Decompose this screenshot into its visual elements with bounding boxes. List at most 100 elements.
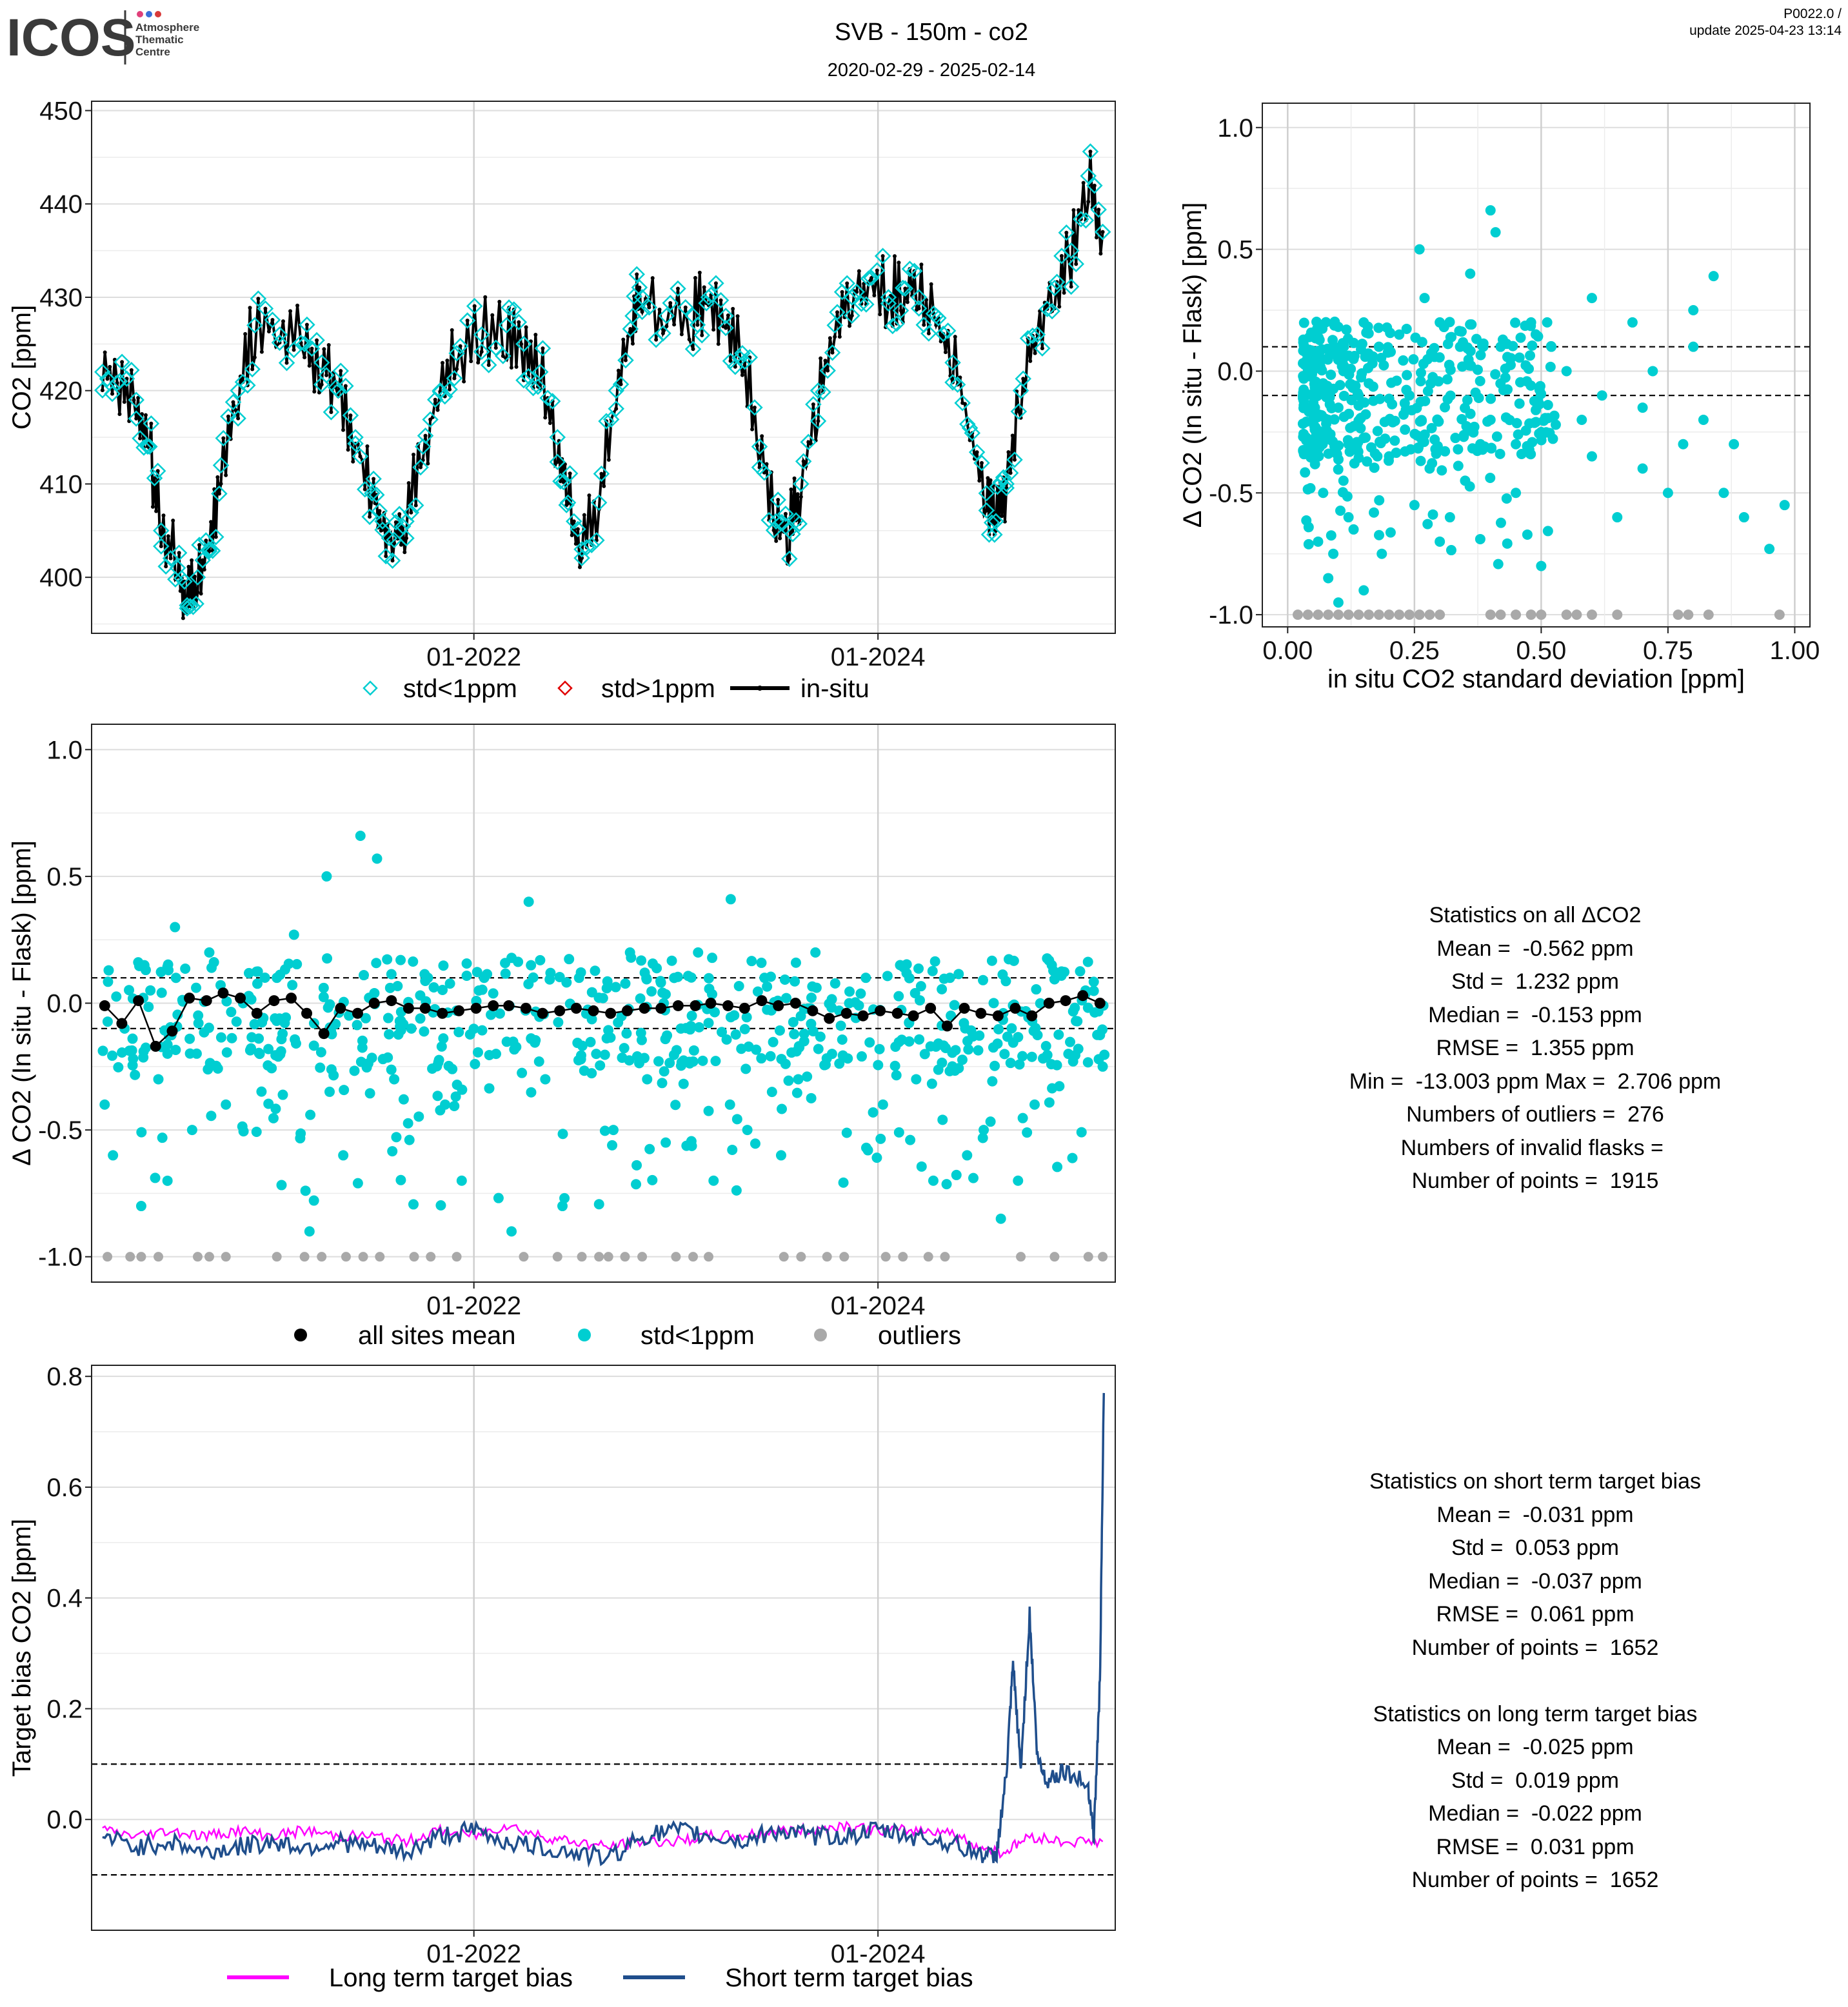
scatter-point [1307,390,1318,401]
scatter-point [1485,472,1496,483]
scatter-point [470,1058,481,1069]
stats-delta-panel: Statistics on all ΔCO2 Mean = -0.562 ppm… [1238,899,1832,1198]
scatter-point [933,1038,944,1049]
flask-marker [858,296,875,313]
flask-marker [895,279,911,297]
scatter-point [768,1036,779,1047]
outlier-point [136,1252,146,1262]
scatter-point [586,987,597,998]
mean-point [503,1000,515,1011]
insitu-point [711,328,716,332]
scatter-point [966,1025,977,1036]
insitu-point [138,436,143,440]
scatter-point [889,1060,900,1071]
insitu-point [787,557,791,561]
mean-point [554,1005,566,1016]
scatter-point [535,954,546,965]
insitu-point [533,333,538,337]
scatter-point [1355,423,1366,434]
stats-bias-panel: Statistics on short term target bias Mea… [1238,1465,1832,1897]
scatter-point [1088,976,1099,987]
scatter-point [891,1070,902,1081]
flask-marker [973,455,990,471]
insitu-point [795,492,800,497]
stats-bias-line: Statistics on short term target bias [1369,1469,1701,1494]
scatter-point [783,1075,794,1086]
scatter-point [1493,559,1504,569]
flask-marker [128,391,144,408]
scatter-point [1408,354,1419,365]
scatter-point [263,1043,274,1054]
flask-marker [961,419,979,437]
scatter-point [386,969,397,980]
insitu-point [654,337,659,342]
scatter-point [372,853,383,864]
flask-marker [968,444,986,460]
insitu-point [190,558,194,562]
scatter-point [1364,378,1375,389]
scatter-point [1301,515,1312,526]
insitu-point [878,312,882,317]
flask-marker [318,367,335,384]
scatter-point [180,963,191,974]
scatter-point [130,1069,141,1080]
insitu-point [713,281,718,286]
scatter-point [1400,404,1411,415]
scatter-point [1414,244,1425,255]
flask-marker [566,513,582,530]
scatter-point [561,977,572,988]
scatter-point [1323,573,1334,584]
flask-marker [791,515,808,532]
scatter-point [143,1002,154,1013]
mean-point [285,993,297,1004]
flask-marker [777,506,794,522]
scatter-point [882,971,893,982]
plot-border [91,1365,1116,1931]
scatter-point [603,1025,614,1036]
insitu-point [501,354,505,359]
scatter-point [1384,414,1395,425]
scatter-point [140,965,151,976]
flask-marker [805,396,822,413]
scatter-point [1389,435,1400,446]
scatter-point [1356,344,1367,355]
scatter-point [1453,444,1464,455]
insitu-point [577,565,582,569]
outlier-point [519,1252,529,1262]
scatter-point [251,1126,262,1137]
scatter-point [1516,449,1527,460]
flask-marker [473,326,490,343]
flask-marker [578,539,595,556]
insitu-point [252,355,257,360]
scatter-point [1426,422,1437,433]
insitu-point [735,314,740,319]
insitu-point [197,543,202,548]
scatter-point [256,1086,267,1097]
flask-marker [819,362,836,379]
insitu-point [132,398,136,402]
scatter-point [646,986,657,997]
flask-marker [670,280,686,297]
flask-marker [1010,403,1028,420]
scatter-point [398,1094,409,1105]
flask-marker [374,513,391,530]
flask-marker [964,424,981,442]
scatter-point [266,1063,277,1074]
mean-point [908,1010,919,1022]
legend-symbol-outliers [814,1329,827,1341]
scatter-point [494,1008,505,1019]
flask-marker [384,552,401,569]
insitu-point [1059,253,1064,258]
flask-marker [114,353,130,370]
scatter-point [919,1049,930,1060]
scatter-point [254,1049,265,1060]
insitu-point [872,293,877,297]
scatter-point [631,1160,642,1171]
outlier-point [704,1252,714,1262]
insitu-point [317,390,321,395]
scatter-point [559,1192,570,1203]
flask-marker [530,378,546,395]
scatter-point [1038,1053,1049,1064]
scatter-point [1316,344,1327,355]
flask-marker [1090,201,1107,218]
